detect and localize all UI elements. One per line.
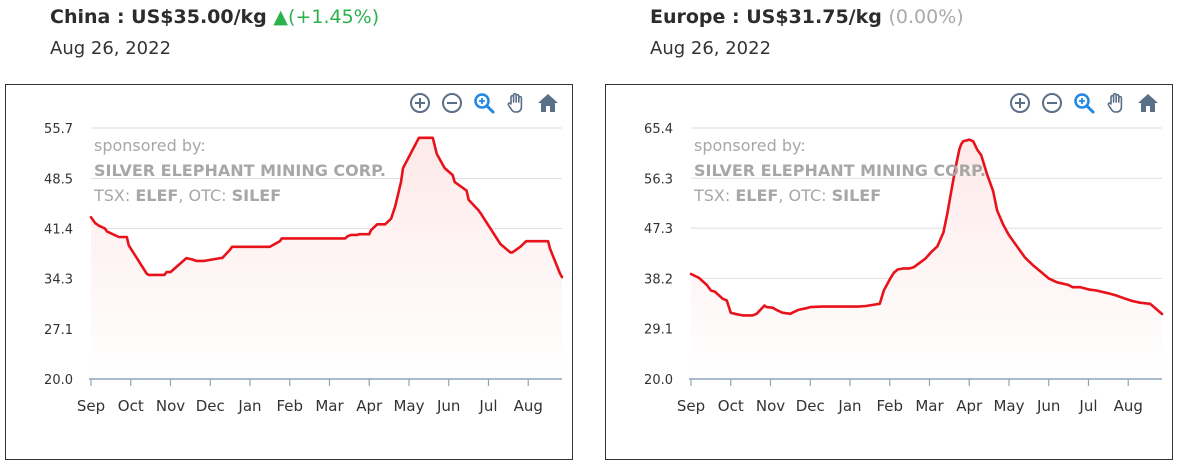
europe-region: Europe: [650, 6, 726, 28]
y-tick-label: 41.4: [44, 223, 73, 238]
series-line: [689, 138, 1164, 317]
china-change-percent: (+1.45%): [288, 6, 380, 28]
sponsor-line: sponsored by:: [694, 136, 806, 155]
sponsor-tickers: TSX: ELEF, OTC: SILEF: [694, 186, 882, 205]
pan-hand-icon[interactable]: [504, 91, 528, 115]
y-tick-label: 47.3: [644, 222, 673, 237]
x-tick-label: Oct: [718, 397, 744, 415]
x-tick-label: Sep: [77, 397, 105, 415]
chart-toolbar: [1008, 90, 1160, 116]
x-tick-label: Sep: [677, 397, 705, 415]
x-tick-label: Aug: [1114, 397, 1143, 415]
china-panel: China : US$35.00/kg ▲(+1.45%) Aug 26, 20…: [0, 0, 580, 466]
x-tick-label: Mar: [315, 397, 344, 415]
x-tick-label: Mar: [915, 397, 944, 415]
series-line: [89, 136, 564, 279]
y-tick-label: 20.0: [44, 373, 73, 388]
magnify-icon[interactable]: [472, 91, 496, 115]
x-tick-label: Oct: [118, 397, 144, 415]
x-tick-label: Jun: [1036, 397, 1060, 415]
x-tick-label: Jan: [837, 397, 861, 415]
x-tick-label: Jul: [478, 397, 497, 415]
sponsor-company: SILVER ELEPHANT MINING CORP.: [94, 161, 386, 180]
tsx-symbol: ELEF: [735, 186, 779, 205]
tsx-symbol: ELEF: [135, 186, 179, 205]
x-tick-label: Aug: [514, 397, 543, 415]
tsx-label: TSX:: [94, 186, 131, 205]
sponsor-line: sponsored by:: [94, 136, 206, 155]
x-tick-label: May: [993, 397, 1024, 415]
china-chart[interactable]: 20.0 27.1 34.3 41.4 48.5 55.7 Sep Oct Nov Dec Jan F…: [5, 84, 573, 460]
otc-label: OTC:: [188, 186, 227, 205]
x-tick-label: Nov: [156, 397, 185, 415]
y-tick-label: 48.5: [44, 173, 73, 188]
x-tick-label: Feb: [876, 397, 903, 415]
china-headline: China : US$35.00/kg ▲(+1.45%): [50, 6, 380, 28]
magnify-icon[interactable]: [1072, 91, 1096, 115]
otc-symbol: SILEF: [231, 186, 282, 205]
x-tick-label: Apr: [356, 397, 383, 415]
y-tick-label: 34.3: [44, 272, 73, 287]
x-tick-label: Jun: [436, 397, 460, 415]
x-tick-label: Feb: [276, 397, 303, 415]
china-date: Aug 26, 2022: [50, 38, 172, 59]
home-icon[interactable]: [1136, 91, 1160, 115]
europe-headline: Europe : US$31.75/kg (0.00%): [650, 6, 964, 28]
chart-toolbar: [408, 90, 560, 116]
china-price: US$35.00/kg: [131, 6, 267, 28]
europe-chart[interactable]: 20.0 29.1 38.2 47.3 56.3 65.4 Sep Oct Nov Dec Jan F…: [605, 84, 1173, 460]
sponsor-company: SILVER ELEPHANT MINING CORP.: [694, 161, 986, 180]
y-tick-label: 27.1: [44, 323, 73, 338]
zoom-in-icon[interactable]: [408, 91, 432, 115]
y-tick-label: 56.3: [644, 172, 673, 187]
china-region: China: [50, 6, 111, 28]
x-tick-label: Jul: [1078, 397, 1097, 415]
series-area: [91, 137, 562, 379]
zoom-out-icon[interactable]: [1040, 91, 1064, 115]
x-tick-label: Nov: [756, 397, 785, 415]
tsx-label: TSX:: [694, 186, 731, 205]
y-tick-label: 65.4: [644, 122, 673, 137]
otc-label: OTC:: [788, 186, 827, 205]
y-tick-label: 55.7: [44, 122, 73, 137]
home-icon[interactable]: [536, 91, 560, 115]
chart-svg: 20.0 29.1 38.2 47.3 56.3 65.4 Sep Oct Nov Dec Jan F…: [644, 122, 1164, 415]
y-tick-label: 38.2: [644, 272, 673, 287]
sponsor-watermark: sponsored by: SILVER ELEPHANT MINING COR…: [94, 133, 386, 208]
europe-price: US$31.75/kg: [746, 6, 882, 28]
otc-symbol: SILEF: [831, 186, 882, 205]
y-tick-label: 29.1: [644, 323, 673, 338]
sponsor-watermark: sponsored by: SILVER ELEPHANT MINING COR…: [694, 133, 986, 208]
x-tick-label: Apr: [956, 397, 983, 415]
x-tick-label: Dec: [796, 397, 825, 415]
pan-hand-icon[interactable]: [1104, 91, 1128, 115]
zoom-in-icon[interactable]: [1008, 91, 1032, 115]
europe-date: Aug 26, 2022: [650, 38, 772, 59]
x-tick-label: Jan: [237, 397, 261, 415]
y-tick-label: 20.0: [644, 373, 673, 388]
chart-svg: 20.0 27.1 34.3 41.4 48.5 55.7 Sep Oct Nov Dec Jan F…: [44, 122, 564, 415]
europe-change-percent: (0.00%): [888, 6, 964, 28]
x-tick-label: May: [393, 397, 424, 415]
sponsor-tickers: TSX: ELEF, OTC: SILEF: [94, 186, 282, 205]
china-change-arrow-icon: ▲: [273, 6, 289, 28]
x-tick-label: Dec: [196, 397, 225, 415]
zoom-out-icon[interactable]: [440, 91, 464, 115]
europe-panel: Europe : US$31.75/kg (0.00%) Aug 26, 202…: [600, 0, 1180, 466]
